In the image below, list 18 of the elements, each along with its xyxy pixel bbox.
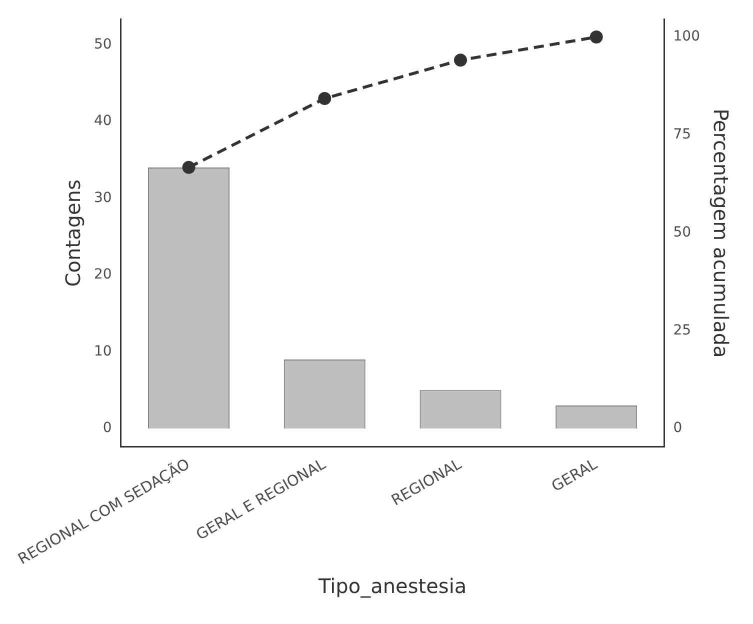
y2-tick-label: 100 bbox=[673, 28, 700, 45]
y-tick-label: 0 bbox=[102, 420, 112, 436]
point bbox=[182, 160, 196, 174]
point bbox=[590, 30, 603, 44]
y-tick-label: 50 bbox=[94, 36, 112, 52]
y2-tick-label: 25 bbox=[673, 322, 692, 338]
y2-tick-label: 75 bbox=[673, 126, 692, 143]
y2-tick-label: 0 bbox=[673, 420, 682, 436]
x-axis-title: Tipo_anestesia bbox=[318, 574, 467, 598]
point bbox=[454, 54, 467, 67]
y-tick-label: 30 bbox=[94, 190, 112, 206]
y-tick-label: 20 bbox=[94, 266, 112, 283]
y2-tick-label: 50 bbox=[673, 224, 692, 240]
y2-axis-title: Percentagem acumulada bbox=[708, 108, 733, 358]
point bbox=[318, 92, 332, 105]
y-tick-label: 40 bbox=[94, 113, 112, 130]
y-tick-label: 10 bbox=[94, 343, 112, 360]
y-axis-title: Contagens bbox=[61, 180, 86, 287]
